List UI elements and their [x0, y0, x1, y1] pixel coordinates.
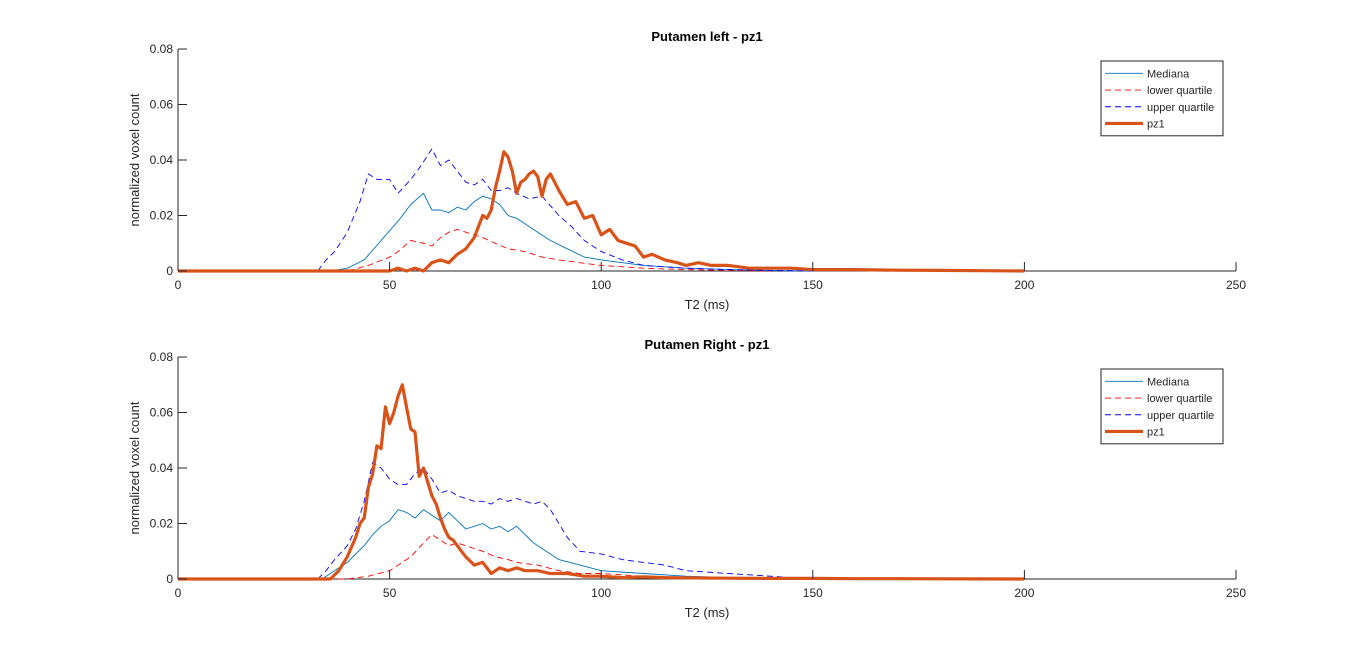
legend-label: lower quartile [1147, 85, 1212, 97]
y-tick-label: 0.08 [150, 42, 174, 56]
series-line-mediana [178, 509, 813, 580]
x-tick-label: 200 [1014, 586, 1034, 600]
legend: Mediana lower quartile upper quartile pz1 [1100, 368, 1224, 445]
x-tick-label: 150 [803, 586, 823, 600]
plot-putamen-right: 0 50 100 150 200 250 0 0.02 0.04 0.06 0.08 Putamen… [127, 337, 1246, 620]
series-line-pz1 [178, 383, 1025, 581]
x-tick-label: 0 [175, 278, 182, 292]
series-line-pz1 [178, 150, 1025, 273]
y-axis-label: normalized voxel count [127, 93, 142, 226]
x-tick-label: 100 [591, 586, 611, 600]
y-axis-label: normalized voxel count [127, 401, 142, 534]
legend-label: pz1 [1147, 118, 1165, 130]
series-group [178, 383, 1025, 581]
chart-title: Putamen Right - pz1 [645, 337, 770, 352]
y-tick-label: 0 [166, 264, 173, 278]
legend-label: upper quartile [1147, 102, 1214, 114]
series-line-upper-quartile [178, 148, 813, 272]
x-tick-label: 150 [803, 278, 823, 292]
y-tick-label: 0.04 [150, 153, 174, 167]
legend-label: Mediana [1147, 68, 1190, 80]
y-tick-label: 0.02 [150, 517, 174, 531]
series-group [178, 148, 1025, 273]
legend-label: lower quartile [1147, 393, 1212, 405]
legend-label: upper quartile [1147, 410, 1214, 422]
legend-label: pz1 [1147, 426, 1165, 438]
x-axis-label: T2 (ms) [685, 297, 730, 312]
series-line-lower-quartile [178, 534, 771, 580]
x-tick-label: 0 [175, 586, 182, 600]
y-tick-label: 0.06 [150, 98, 174, 112]
plot-putamen-left: 0 50 100 150 200 250 0 0.02 0.04 0.06 0.08 Putamen… [127, 29, 1246, 312]
y-tick-label: 0.04 [150, 461, 174, 475]
y-tick-label: 0.06 [150, 406, 174, 420]
x-tick-label: 50 [383, 278, 397, 292]
x-tick-label: 100 [591, 278, 611, 292]
ticks-group: 0 50 100 150 200 250 0 0.02 0.04 0.06 0.08 [150, 42, 1247, 292]
legend-label: Mediana [1147, 376, 1190, 388]
series-line-upper-quartile [178, 461, 813, 580]
x-tick-label: 250 [1226, 586, 1246, 600]
x-tick-label: 250 [1226, 278, 1246, 292]
x-tick-label: 50 [383, 586, 397, 600]
ticks-group: 0 50 100 150 200 250 0 0.02 0.04 0.06 0.08 [150, 350, 1247, 600]
chart-title: Putamen left - pz1 [651, 29, 762, 44]
y-tick-label: 0.08 [150, 350, 174, 364]
x-tick-label: 200 [1014, 278, 1034, 292]
y-tick-label: 0 [166, 572, 173, 586]
y-tick-label: 0.02 [150, 209, 174, 223]
legend: Mediana lower quartile upper quartile pz1 [1100, 60, 1224, 137]
x-axis-label: T2 (ms) [685, 605, 730, 620]
